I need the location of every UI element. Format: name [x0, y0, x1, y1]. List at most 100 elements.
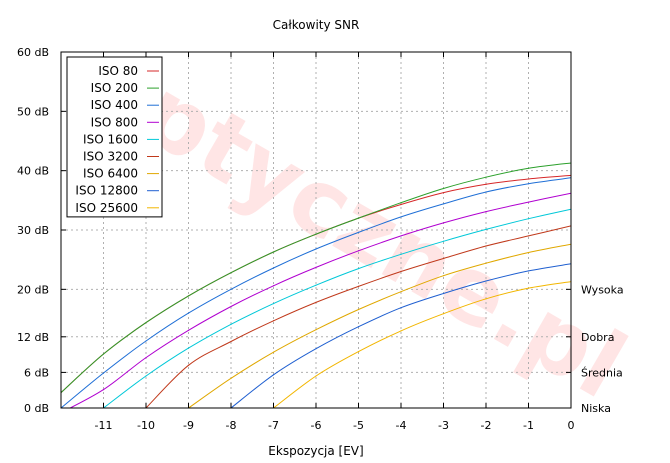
data-point-iso-6400 — [527, 251, 530, 254]
data-point-iso-1600 — [145, 375, 147, 377]
data-point-iso-200 — [272, 251, 275, 253]
data-point-iso-400 — [187, 312, 190, 314]
data-point-iso-200 — [442, 187, 445, 190]
data-point-iso-800 — [315, 266, 317, 268]
series-line-iso-6400 — [188, 243, 571, 408]
x-tick-label: -8 — [226, 419, 237, 432]
data-point-iso-80 — [485, 183, 487, 185]
data-point-iso-200 — [102, 353, 105, 355]
data-point-iso-800 — [442, 222, 445, 224]
data-point-iso-25600 — [485, 298, 487, 300]
y-tick-label: 50 dB — [17, 105, 49, 118]
data-point-iso-400 — [442, 203, 445, 205]
legend-label: ISO 12800 — [75, 184, 138, 198]
x-tick-label: -5 — [353, 419, 364, 432]
legend-box — [66, 56, 163, 218]
grid-layer — [61, 52, 571, 408]
chart-title: Całkowity SNR — [273, 18, 360, 32]
data-point-iso-1600 — [485, 228, 487, 231]
y-tick-label: 30 dB — [17, 224, 49, 237]
data-point-iso-400 — [145, 340, 147, 342]
data-point-iso-1600 — [315, 284, 317, 286]
data-point-iso-1600 — [272, 302, 275, 305]
data-point-iso-3200 — [527, 235, 530, 237]
quality-label: Średnia — [581, 366, 623, 379]
data-point-iso-25600 — [442, 313, 445, 315]
x-axis-label: Ekspozycja [EV] — [268, 444, 363, 458]
data-point-iso-400 — [485, 191, 487, 193]
data-point-iso-200 — [357, 217, 360, 219]
data-point-iso-1600 — [357, 267, 360, 270]
data-point-iso-3200 — [315, 301, 317, 303]
data-point-iso-1600 — [187, 347, 190, 349]
legend-label: ISO 80 — [98, 64, 138, 78]
data-point-iso-1600 — [442, 240, 445, 242]
legend: ISO 80 ISO 200 ISO 400 ISO 800 ISO 1600 ISO 3… — [66, 56, 163, 218]
data-point-iso-1600 — [400, 253, 402, 255]
series-line-iso-1600 — [103, 208, 571, 408]
data-point-iso-3200 — [230, 340, 232, 343]
x-tick-label: -11 — [95, 419, 113, 432]
data-point-iso-800 — [272, 285, 275, 287]
data-point-iso-400 — [400, 216, 402, 218]
data-point-iso-12800 — [442, 292, 445, 295]
data-point-iso-12800 — [272, 374, 275, 376]
data-point-iso-400 — [102, 372, 105, 374]
data-point-iso-200 — [187, 295, 190, 297]
data-point-iso-12800 — [527, 270, 530, 272]
data-point-iso-80 — [442, 192, 445, 194]
data-point-iso-3200 — [187, 364, 190, 366]
data-point-iso-12800 — [485, 280, 487, 282]
data-point-iso-6400 — [315, 329, 317, 331]
data-point-iso-1600 — [230, 323, 232, 325]
x-tick-label: -2 — [481, 419, 492, 432]
data-point-iso-80 — [400, 203, 402, 206]
data-point-iso-80 — [527, 178, 530, 180]
x-tick-label: -6 — [311, 419, 322, 432]
x-tick-label: -1 — [523, 419, 534, 432]
legend-label: ISO 25600 — [75, 201, 138, 215]
x-tick-label: -3 — [438, 419, 449, 432]
data-point-iso-800 — [60, 412, 61, 413]
data-point-iso-25600 — [527, 287, 530, 289]
y-tick-label: 60 dB — [17, 46, 49, 59]
data-point-iso-200 — [230, 272, 232, 274]
data-point-iso-800 — [187, 329, 190, 331]
data-point-iso-12800 — [315, 348, 317, 350]
data-point-iso-3200 — [400, 270, 402, 273]
data-point-iso-800 — [485, 211, 487, 213]
data-point-iso-200 — [315, 233, 317, 235]
data-point-iso-200 — [400, 202, 402, 204]
series-group — [60, 162, 571, 413]
x-tick-label: -10 — [137, 419, 155, 432]
data-point-iso-400 — [315, 248, 317, 250]
data-point-iso-3200 — [357, 285, 360, 287]
data-point-iso-6400 — [400, 291, 402, 293]
legend-label: ISO 400 — [91, 98, 138, 112]
data-point-iso-3200 — [272, 320, 275, 322]
quality-label: Dobra — [581, 331, 614, 344]
legend-label: ISO 1600 — [83, 132, 138, 146]
data-point-iso-6400 — [230, 377, 232, 379]
x-tick-label: -7 — [268, 419, 279, 432]
data-point-iso-6400 — [272, 351, 275, 353]
data-point-iso-200 — [485, 176, 487, 178]
data-point-iso-800 — [145, 356, 147, 359]
x-tick-label: -9 — [183, 419, 194, 432]
data-point-iso-400 — [272, 267, 275, 269]
legend-label: ISO 200 — [91, 81, 138, 95]
data-point-iso-400 — [527, 183, 530, 185]
legend-label: ISO 800 — [91, 115, 138, 129]
data-point-iso-1600 — [527, 218, 530, 220]
data-point-iso-6400 — [357, 308, 360, 311]
data-point-iso-12800 — [357, 326, 360, 328]
data-point-iso-800 — [400, 235, 402, 237]
data-point-iso-800 — [230, 305, 232, 308]
data-point-iso-25600 — [357, 351, 360, 353]
data-point-iso-400 — [230, 288, 232, 290]
y-tick-label: 40 dB — [17, 165, 49, 178]
x-tick-label: 0 — [568, 419, 575, 432]
quality-label: Wysoka — [581, 283, 624, 296]
